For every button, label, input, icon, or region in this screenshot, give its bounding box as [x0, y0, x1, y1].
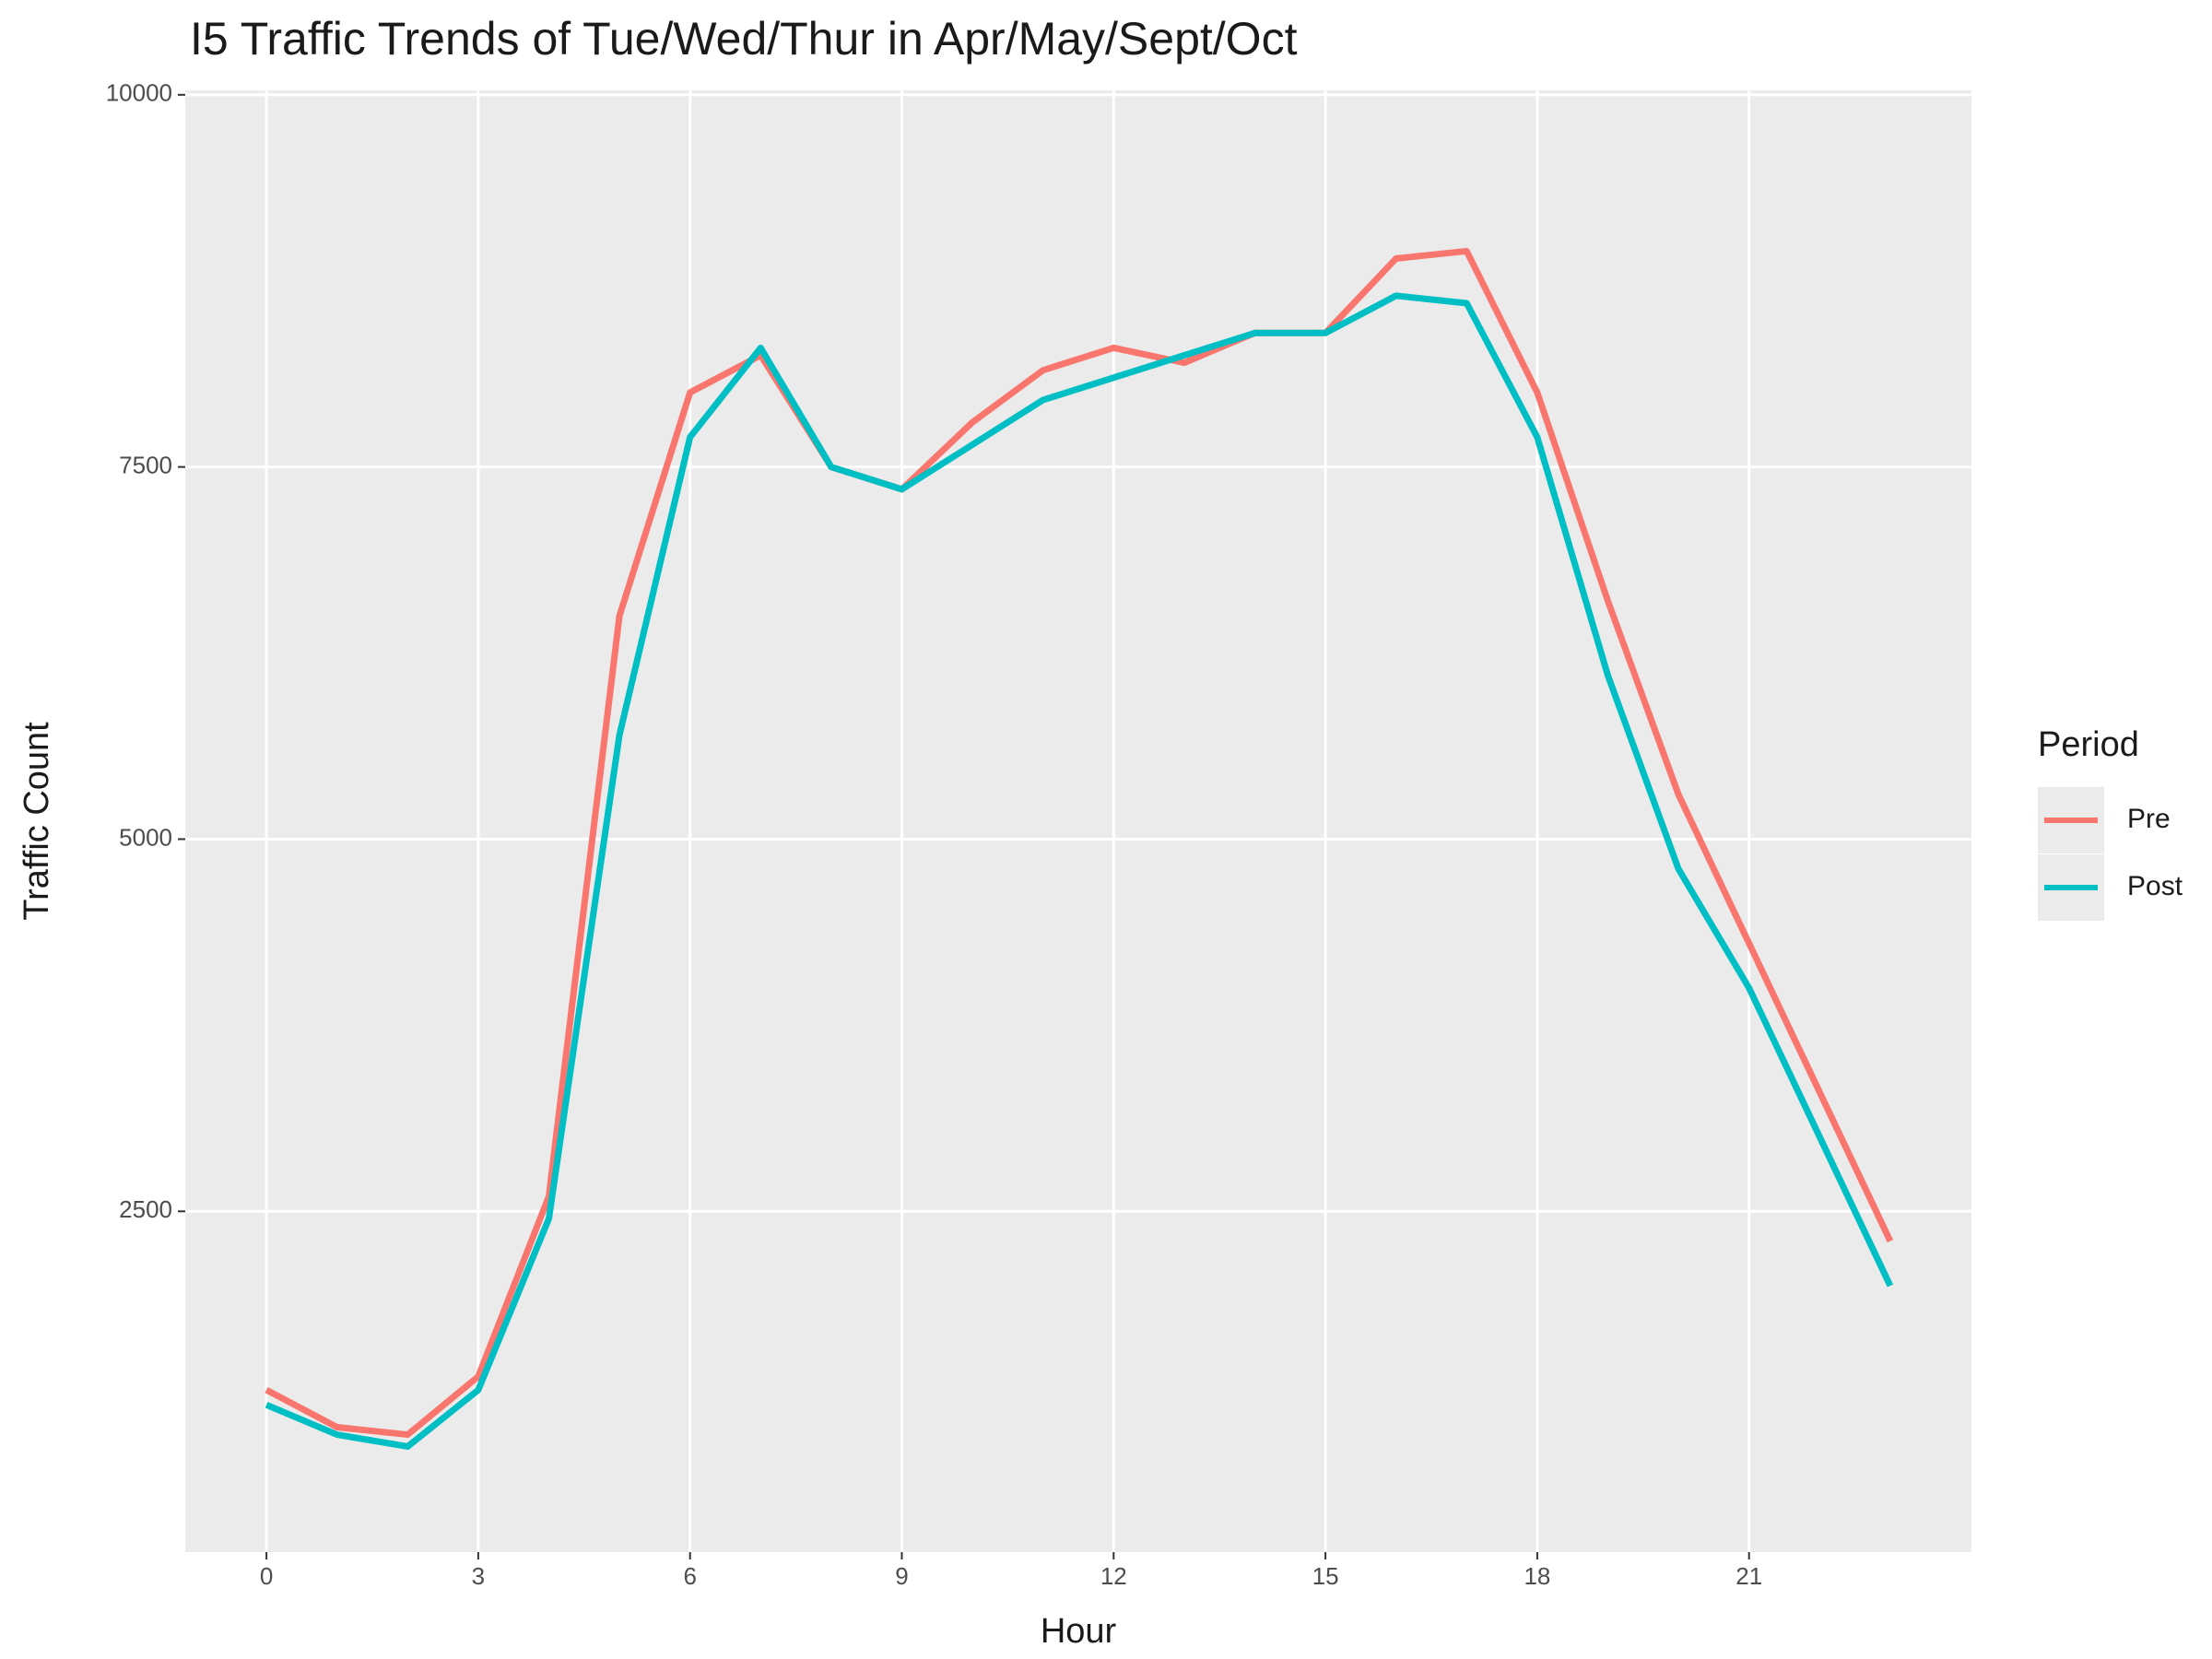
x-tick-label: 0 — [260, 1562, 273, 1590]
legend-label: Post — [2127, 871, 2183, 901]
x-tick-label: 3 — [472, 1562, 485, 1590]
legend-label: Pre — [2127, 804, 2171, 834]
x-tick-label: 21 — [1735, 1562, 1762, 1590]
y-axis-title: Traffic Count — [18, 722, 56, 921]
x-tick-label: 12 — [1100, 1562, 1127, 1590]
y-tick-label: 2500 — [119, 1195, 172, 1223]
panel — [185, 90, 1971, 1552]
x-tick-label: 6 — [683, 1562, 696, 1590]
legend-title: Period — [2038, 725, 2139, 764]
y-tick-label: 7500 — [119, 452, 172, 479]
y-tick-label: 5000 — [119, 823, 172, 851]
x-tick-label: 9 — [895, 1562, 908, 1590]
series-line — [265, 247, 1894, 1439]
chart-title: I5 Traffic Trends of Tue/Wed/Thur in Apr… — [190, 13, 1298, 65]
x-tick-label: 18 — [1524, 1562, 1550, 1590]
x-axis-title: Hour — [1041, 1612, 1117, 1651]
y-tick-label: 10000 — [106, 79, 172, 107]
x-tick-label: 15 — [1312, 1562, 1339, 1590]
series-line — [265, 292, 1894, 1450]
